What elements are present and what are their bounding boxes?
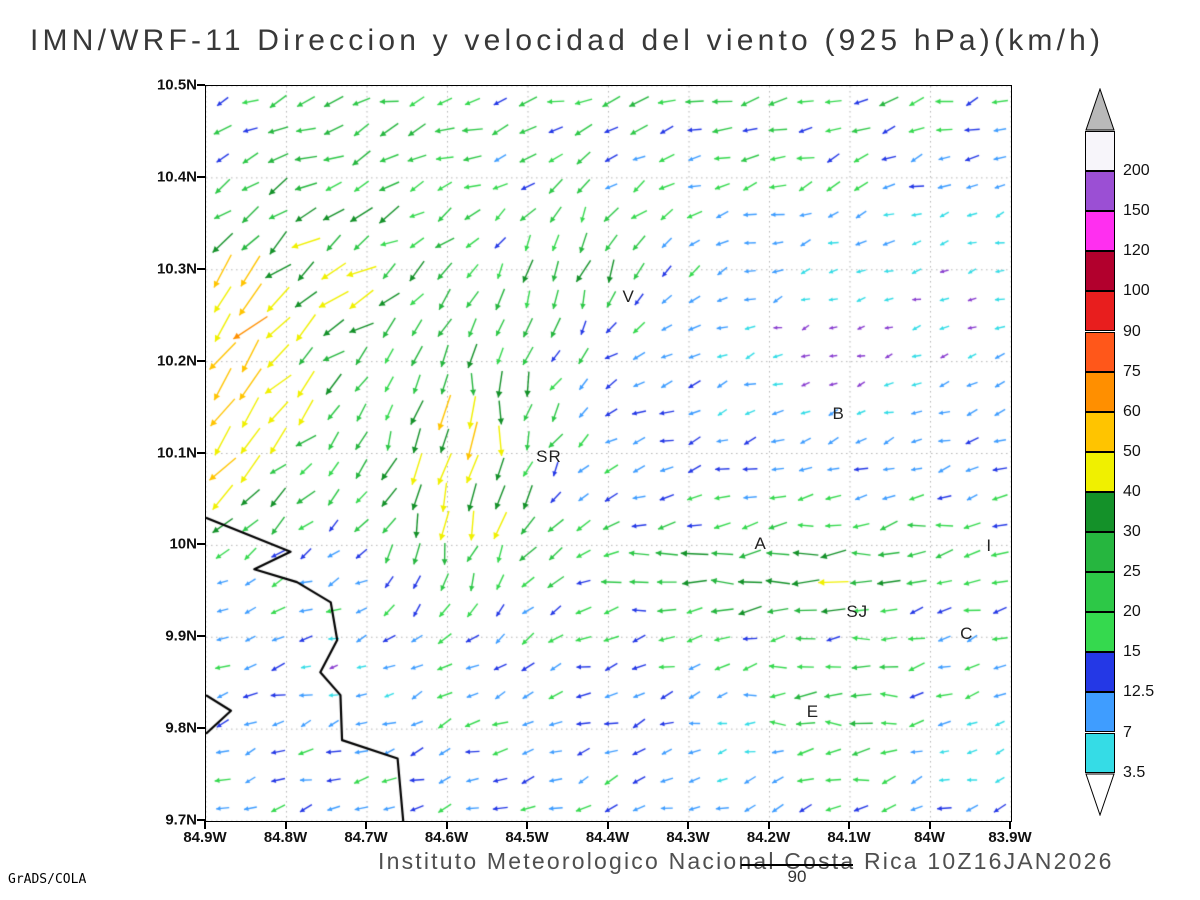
lat-tick-label: 10.2N bbox=[156, 352, 197, 370]
lon-tick-label: 84.7W bbox=[344, 829, 388, 846]
colorbar-label: 7 bbox=[1123, 723, 1132, 741]
lat-tick-label: 9.9N bbox=[165, 627, 197, 645]
lon-tick-mark bbox=[687, 821, 689, 829]
lat-tick-label: 9.8N bbox=[165, 719, 197, 737]
lon-tick-mark bbox=[445, 821, 448, 829]
colorbar-label: 12.5 bbox=[1123, 683, 1155, 701]
lon-tick-label: 84W bbox=[914, 829, 945, 846]
colorbar-label: 60 bbox=[1123, 402, 1141, 420]
lat-tick-mark bbox=[197, 635, 205, 638]
colorbar-label: 150 bbox=[1123, 202, 1150, 220]
lon-tick-mark bbox=[767, 821, 770, 829]
colorbar-label: 30 bbox=[1123, 523, 1141, 540]
colorbar-segment bbox=[1085, 371, 1115, 412]
colorbar-label: 50 bbox=[1123, 442, 1141, 460]
lat-tick-label: 10.3N bbox=[156, 260, 197, 278]
colorbar-segment bbox=[1085, 411, 1115, 452]
station-label-sj: SJ bbox=[846, 601, 869, 621]
colorbar-label: 25 bbox=[1123, 563, 1141, 581]
lon-tick-label: 84.1W bbox=[827, 829, 871, 846]
colorbar-segment bbox=[1085, 532, 1115, 573]
colorbar-label: 200 bbox=[1123, 162, 1150, 180]
lon-tick-mark bbox=[204, 821, 206, 829]
colorbar-label: 15 bbox=[1123, 643, 1141, 661]
lon-tick-label: 84.2W bbox=[746, 829, 791, 846]
lat-tick-mark bbox=[197, 543, 205, 546]
lat-tick-mark bbox=[197, 727, 205, 730]
lon-tick-label: 84.3W bbox=[666, 829, 710, 846]
lat-tick-label: 10.1N bbox=[156, 444, 197, 461]
lat-tick-label: 10.4N bbox=[156, 168, 197, 186]
lat-tick-mark bbox=[197, 819, 205, 821]
lon-tick-mark bbox=[848, 821, 850, 829]
colorbar-segment bbox=[1085, 331, 1115, 372]
lon-tick-label: 84.6W bbox=[424, 829, 469, 846]
colorbar-under-triangle bbox=[1085, 773, 1115, 816]
colorbar-segment bbox=[1085, 491, 1115, 532]
colorbar-segment bbox=[1085, 131, 1115, 172]
lon-tick-mark bbox=[606, 821, 609, 829]
colorbar-segment bbox=[1085, 692, 1115, 733]
lat-tick-label: 9.7N bbox=[165, 811, 197, 829]
colorbar-label: 75 bbox=[1123, 362, 1141, 380]
station-label-e: E bbox=[806, 701, 820, 721]
map-frame: V B SR A SJ C E I bbox=[205, 85, 1012, 822]
footer-institute: Instituto Meteorologico Nacional Costa R… bbox=[378, 848, 1114, 874]
grads-credit: GrADS/COLA bbox=[8, 872, 87, 887]
lat-tick-mark bbox=[197, 175, 205, 178]
lon-tick-mark bbox=[1009, 821, 1011, 829]
lon-tick-mark bbox=[365, 821, 367, 829]
lon-tick-label: 84.5W bbox=[505, 829, 549, 846]
lon-tick-label: 84.4W bbox=[585, 829, 630, 846]
colorbar-segment bbox=[1085, 732, 1115, 773]
wind-vector-map bbox=[206, 86, 1011, 821]
stray-axis-line bbox=[741, 864, 853, 866]
colorbar-segment bbox=[1085, 171, 1115, 212]
colorbar-segment bbox=[1085, 612, 1115, 653]
lat-tick-mark bbox=[197, 359, 205, 362]
lat-tick-label: 10N bbox=[169, 535, 197, 553]
station-label-c: C bbox=[960, 624, 974, 644]
lon-tick-label: 84.8W bbox=[263, 829, 308, 846]
lat-tick-mark bbox=[197, 84, 205, 86]
lon-tick-mark bbox=[928, 821, 931, 829]
stray-axis-label: 90 bbox=[787, 867, 807, 886]
colorbar-label: 20 bbox=[1123, 603, 1141, 621]
lon-tick-mark bbox=[526, 821, 528, 829]
colorbar-label: 90 bbox=[1123, 322, 1141, 340]
lat-tick-label: 10.5N bbox=[156, 76, 197, 94]
station-label-v: V bbox=[622, 287, 635, 307]
colorbar-over-triangle bbox=[1085, 88, 1115, 131]
colorbar-label: 100 bbox=[1123, 282, 1150, 300]
station-label-b: B bbox=[832, 403, 845, 423]
station-label-sr: SR bbox=[536, 447, 562, 467]
station-label-a: A bbox=[754, 534, 767, 554]
lon-tick-mark bbox=[284, 821, 287, 829]
colorbar-segment bbox=[1085, 291, 1115, 332]
colorbar-label: 3.5 bbox=[1123, 763, 1146, 781]
colorbar-segment bbox=[1085, 251, 1115, 292]
colorbar-segment bbox=[1085, 572, 1115, 613]
lat-tick-mark bbox=[197, 267, 205, 270]
colorbar-label: 120 bbox=[1123, 242, 1150, 260]
lon-tick-label: 84.9W bbox=[183, 829, 227, 846]
colorbar-segment bbox=[1085, 211, 1115, 252]
lat-tick-mark bbox=[197, 451, 205, 454]
colorbar-segment bbox=[1085, 652, 1115, 693]
station-label-i: I bbox=[986, 536, 993, 556]
lon-tick-label: 83.9W bbox=[988, 829, 1032, 846]
colorbar-label: 40 bbox=[1123, 482, 1141, 500]
colorbar-segment bbox=[1085, 451, 1115, 492]
page-title: IMN/WRF-11 Direccion y velocidad del vie… bbox=[30, 24, 1105, 57]
